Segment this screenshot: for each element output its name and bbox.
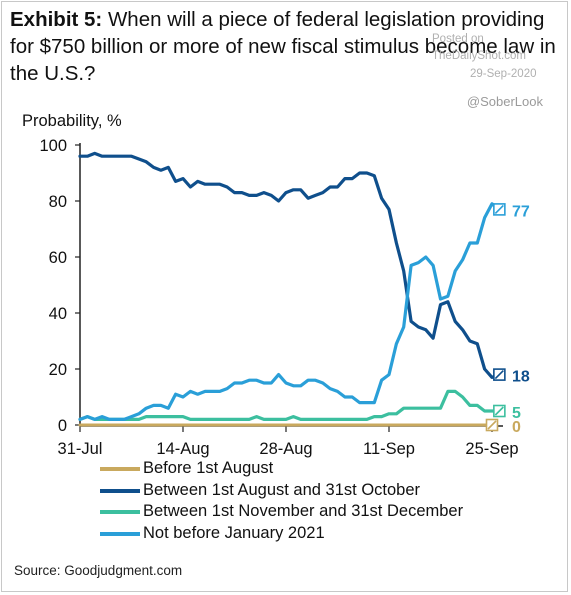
legend-label: Not before January 2021 (143, 523, 325, 542)
series-end-label: 0 (512, 419, 521, 436)
x-tick-label: 25-Sep (465, 440, 518, 458)
y-tick-label: 20 (49, 361, 67, 379)
series-end-marker-tick (494, 370, 504, 380)
legend-swatch (100, 488, 140, 493)
y-tick-label: 80 (49, 193, 67, 211)
series-end-marker-tick (487, 420, 497, 430)
legend-swatch (100, 531, 140, 536)
legend-swatch (100, 510, 140, 514)
watermark-date: 29-Sep-2020 (470, 68, 537, 80)
legend-label: Before 1st August (143, 459, 274, 477)
legend-label: Between 1st November and 31st December (143, 502, 464, 520)
y-tick-label: 0 (58, 417, 67, 435)
watermark-posted: Posted on (432, 33, 484, 45)
line-chart: 0 20 40 60 80 100 31-Jul 14-Aug 28-Aug 11-Sep 25-S… (39, 137, 530, 458)
y-axis-label: Probability, % (22, 112, 122, 130)
y-tick-label: 40 (49, 305, 67, 323)
x-tick-label: 28-Aug (259, 440, 312, 458)
series-end-label: 5 (512, 405, 521, 422)
y-tick-label: 100 (39, 137, 67, 155)
series-line (78, 151, 501, 379)
exhibit-label: Exhibit 5: (10, 8, 103, 31)
x-tick-label: 11-Sep (363, 440, 415, 458)
watermark-site: TheDailyShot.com (432, 50, 526, 62)
series-end-marker-tick (494, 406, 504, 416)
series-end-label: 18 (512, 369, 530, 386)
legend-label: Between 1st August and 31st October (143, 480, 421, 499)
x-tick-label: 14-Aug (156, 440, 209, 458)
legend-swatch (100, 467, 140, 471)
series-line (78, 202, 501, 421)
series-end-label: 77 (512, 203, 530, 220)
series-line (78, 389, 501, 421)
title-text: When will a piece of federal legislation… (10, 8, 556, 85)
x-tick-label: 31-Jul (58, 440, 103, 458)
series-end-marker-tick (494, 204, 504, 214)
y-tick-label: 60 (49, 249, 67, 267)
chart-title: Exhibit 5: When will a piece of federal … (10, 6, 565, 87)
source-note: Source: Goodjudgment.com (14, 563, 183, 578)
watermark-handle: @SoberLook (466, 94, 543, 109)
